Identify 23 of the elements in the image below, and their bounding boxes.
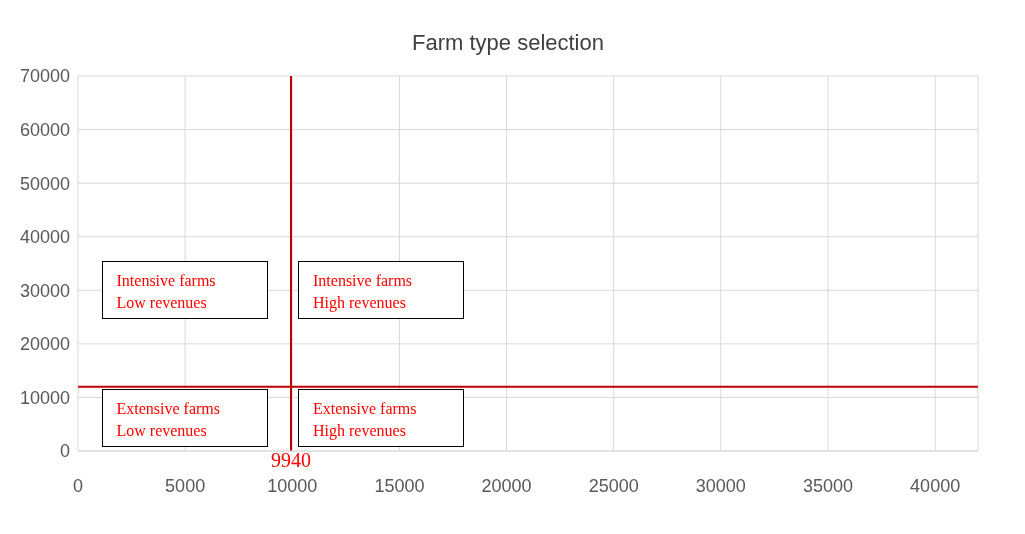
- chart-title: Farm type selection: [411, 29, 605, 57]
- y-tick-label: 40000: [19, 227, 70, 248]
- y-tick-label: 20000: [19, 334, 70, 355]
- y-tick-label: 30000: [19, 280, 70, 301]
- label-box: Intensive farms Low revenues: [101, 261, 268, 320]
- x-tick-label: 0: [72, 475, 84, 496]
- y-tick-label: 50000: [19, 173, 70, 194]
- x-tick-label: 5000: [165, 475, 206, 496]
- x-tick-label: 40000: [910, 475, 961, 496]
- label-box: Extensive farms Low revenues: [101, 388, 268, 447]
- y-tick-label: 70000: [19, 66, 70, 87]
- y-tick-label: 10000: [19, 387, 70, 408]
- ref-line-label: 9940: [271, 449, 311, 472]
- x-tick-label: 35000: [802, 475, 854, 496]
- x-tick-label: 10000: [267, 475, 318, 496]
- x-tick-label: 20000: [481, 475, 532, 496]
- label-box: Extensive farms High revenues: [298, 388, 464, 447]
- y-tick-label: 0: [59, 441, 70, 462]
- x-tick-label: 25000: [588, 475, 639, 496]
- x-tick-label: 15000: [374, 475, 425, 496]
- label-box: Intensive farms High revenues: [298, 261, 464, 320]
- y-tick-label: 60000: [19, 119, 70, 140]
- x-tick-label: 30000: [695, 475, 746, 496]
